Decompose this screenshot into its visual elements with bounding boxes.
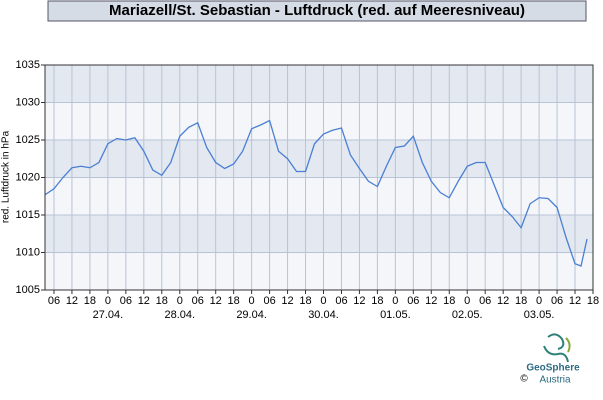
title-bar bbox=[47, 0, 587, 22]
x-tick-label: 0 bbox=[249, 295, 255, 307]
x-tick-label: 18 bbox=[443, 295, 455, 307]
logo-country: Austria bbox=[539, 375, 571, 386]
date-label: 03.05. bbox=[524, 309, 555, 321]
date-label: 02.05. bbox=[452, 309, 483, 321]
y-tick-label: 1005 bbox=[16, 284, 40, 296]
plot-border bbox=[44, 64, 594, 291]
x-tick-label: 0 bbox=[105, 295, 111, 307]
logo-swirl bbox=[547, 333, 565, 350]
date-label: 29.04. bbox=[236, 309, 267, 321]
data-line bbox=[44, 119, 588, 267]
x-tick-label: 06 bbox=[551, 295, 563, 307]
x-tick-label: 12 bbox=[210, 295, 222, 307]
x-tick-label: 18 bbox=[299, 295, 311, 307]
x-tick-label: 06 bbox=[335, 295, 347, 307]
background-band bbox=[45, 252, 593, 290]
chart-title: Mariazell/St. Sebastian - Luftdruck (red… bbox=[109, 2, 525, 19]
logo-swirl bbox=[543, 345, 569, 363]
background-band bbox=[45, 65, 593, 103]
y-tick-label: 1025 bbox=[16, 134, 40, 146]
x-tick-label: 18 bbox=[515, 295, 527, 307]
background-band bbox=[45, 215, 593, 253]
x-tick-label: 12 bbox=[425, 295, 437, 307]
x-tick-label: 12 bbox=[569, 295, 581, 307]
x-tick-label: 0 bbox=[464, 295, 470, 307]
x-tick-label: 06 bbox=[192, 295, 204, 307]
logo-swirl bbox=[565, 337, 571, 353]
y-tick-label: 1015 bbox=[16, 209, 40, 221]
x-tick-label: 18 bbox=[371, 295, 383, 307]
x-tick-label: 06 bbox=[48, 295, 60, 307]
background-band bbox=[45, 177, 593, 215]
x-tick-label: 06 bbox=[479, 295, 491, 307]
x-tick-label: 12 bbox=[66, 295, 78, 307]
date-label: 30.04. bbox=[308, 309, 339, 321]
x-tick-label: 18 bbox=[228, 295, 240, 307]
copyright: © bbox=[520, 374, 528, 385]
x-tick-label: 0 bbox=[320, 295, 326, 307]
date-label: 27.04. bbox=[93, 309, 124, 321]
y-tick-label: 1035 bbox=[16, 59, 40, 71]
logo bbox=[543, 333, 571, 363]
background-band bbox=[45, 140, 593, 178]
y-axis-label: red. Luftdruck in hPa bbox=[1, 130, 12, 223]
x-tick-label: 0 bbox=[177, 295, 183, 307]
x-tick-label: 0 bbox=[536, 295, 542, 307]
date-label: 28.04. bbox=[164, 309, 195, 321]
y-tick-label: 1020 bbox=[16, 171, 40, 183]
background-band bbox=[45, 102, 593, 140]
y-tick-label: 1010 bbox=[16, 246, 40, 258]
x-tick-label: 18 bbox=[84, 295, 96, 307]
y-tick-label: 1030 bbox=[16, 96, 40, 108]
x-tick-label: 06 bbox=[120, 295, 132, 307]
x-tick-label: 06 bbox=[263, 295, 275, 307]
x-tick-label: 12 bbox=[353, 295, 365, 307]
x-tick-label: 12 bbox=[497, 295, 509, 307]
logo-org: GeoSphere bbox=[526, 363, 580, 374]
x-tick-label: 0 bbox=[392, 295, 398, 307]
x-tick-label: 12 bbox=[138, 295, 150, 307]
date-label: 01.05. bbox=[380, 309, 411, 321]
x-tick-label: 12 bbox=[281, 295, 293, 307]
x-tick-label: 18 bbox=[156, 295, 168, 307]
x-tick-label: 06 bbox=[407, 295, 419, 307]
x-tick-label: 18 bbox=[587, 295, 599, 307]
